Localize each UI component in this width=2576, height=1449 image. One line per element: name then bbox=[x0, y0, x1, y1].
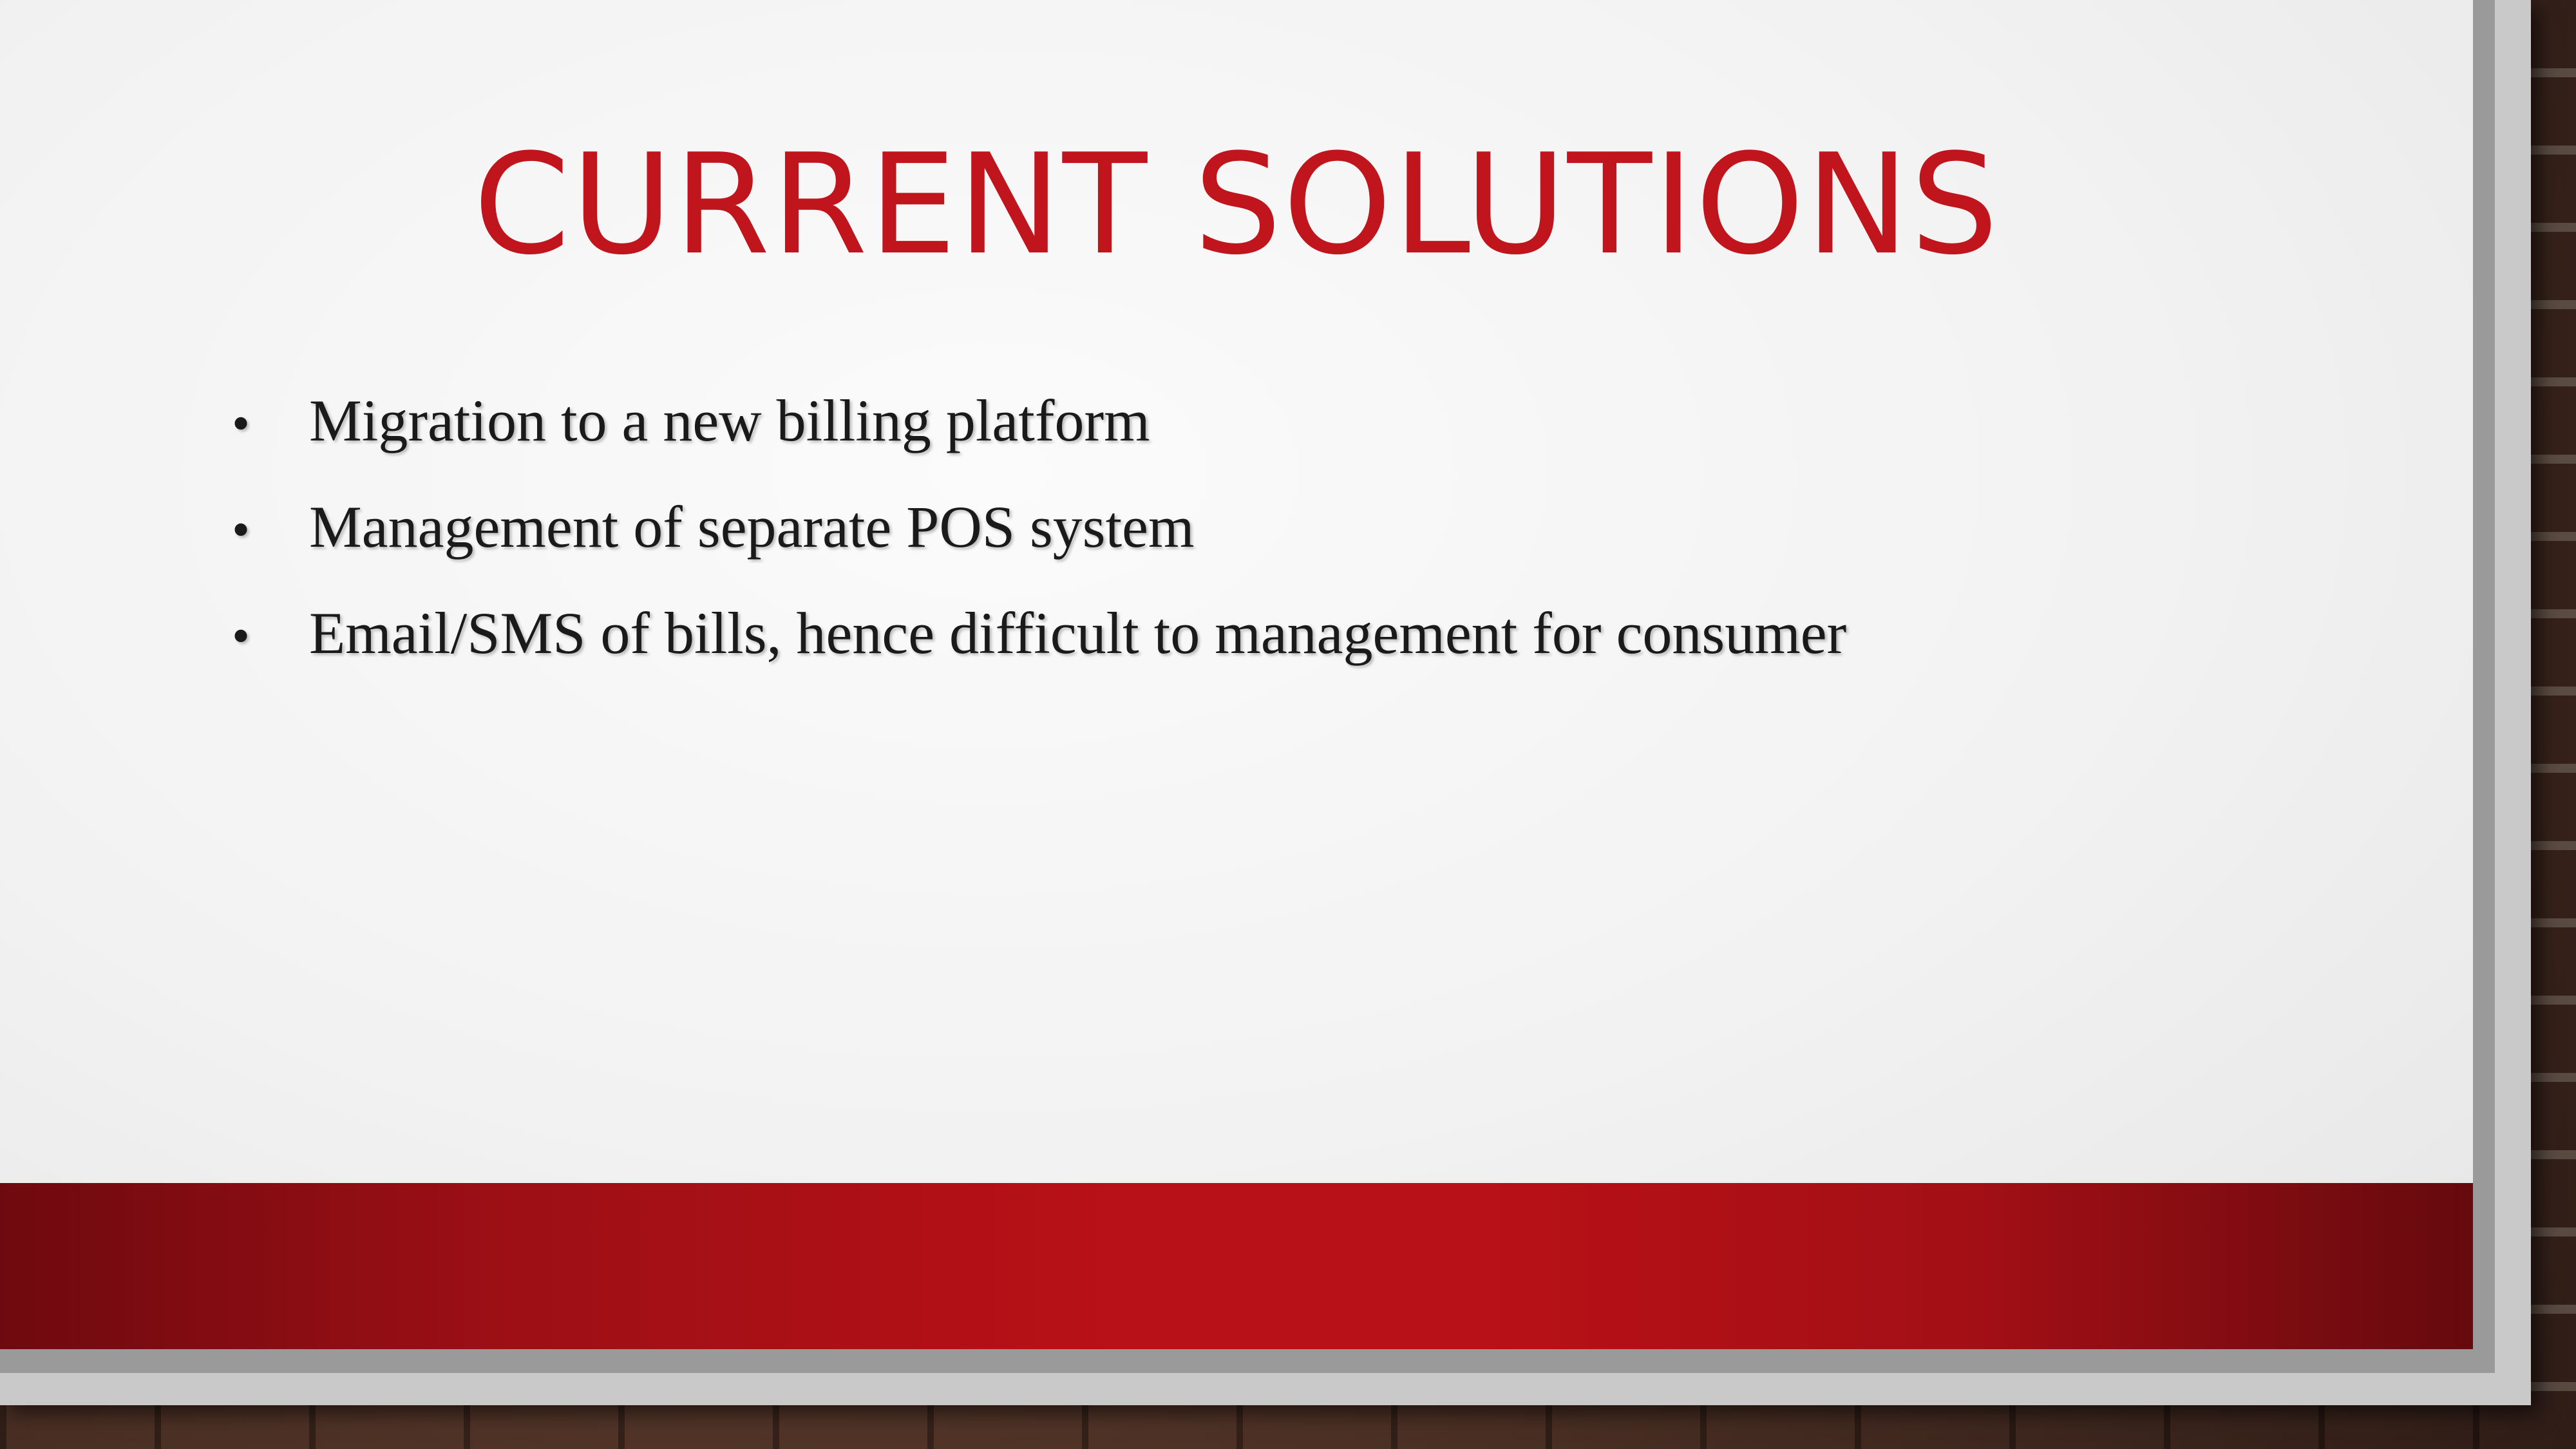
bullet-list: • Migration to a new billing platform • … bbox=[232, 386, 2357, 705]
bullet-item: • Migration to a new billing platform bbox=[232, 386, 2357, 493]
bullet-icon: • bbox=[232, 395, 251, 452]
slide-title: CURRENT SOLUTIONS bbox=[473, 124, 2000, 285]
slide: CURRENT SOLUTIONS • Migration to a new b… bbox=[0, 0, 2473, 1349]
footer-band bbox=[0, 1183, 2473, 1349]
bullet-item: • Management of separate POS system bbox=[232, 493, 2357, 599]
bullet-text: Management of separate POS system bbox=[309, 494, 1195, 560]
bullet-item: • Email/SMS of bills, hence difficult to… bbox=[232, 599, 2357, 705]
bullet-text: Migration to a new billing platform bbox=[309, 388, 1150, 453]
bullet-text: Email/SMS of bills, hence difficult to m… bbox=[309, 600, 1847, 666]
bullet-icon: • bbox=[232, 608, 251, 665]
bullet-icon: • bbox=[232, 502, 251, 558]
